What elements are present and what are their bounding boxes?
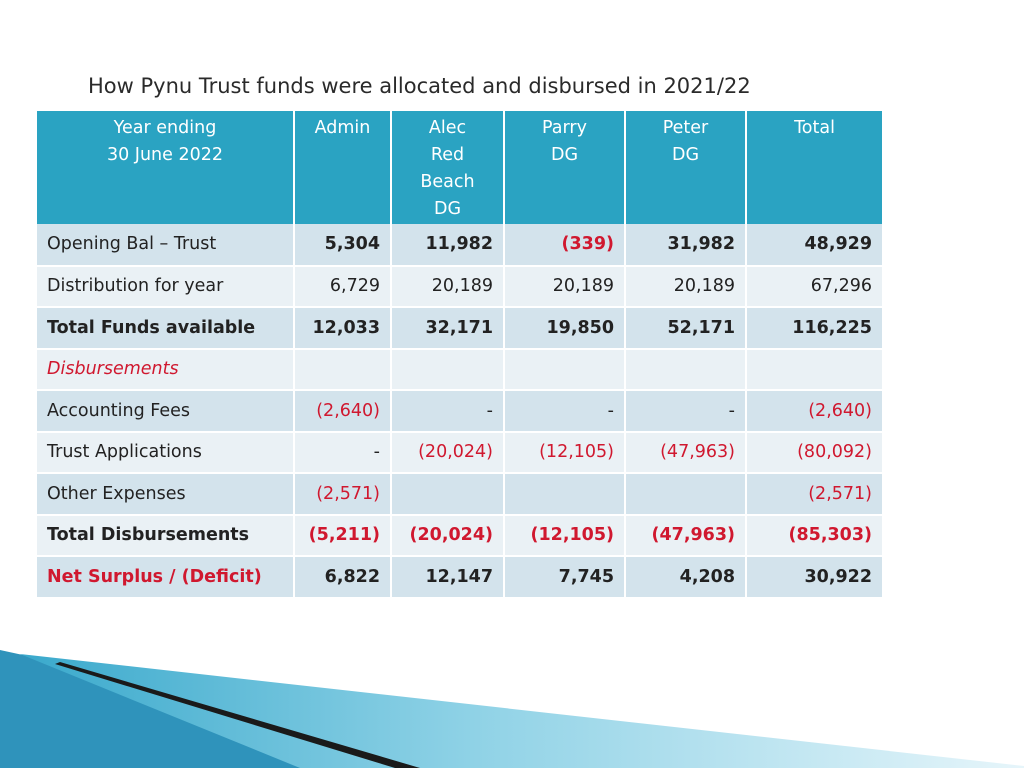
column-header-0: Year ending 30 June 2022 xyxy=(37,111,295,224)
value-cell: 12,033 xyxy=(294,307,392,350)
value-cell: (2,571) xyxy=(746,473,882,516)
table-row: Opening Bal – Trust 5,304 11,982 (339) 31,98… xyxy=(37,224,882,267)
value-cell: 19,850 xyxy=(504,307,626,350)
value-cell: (2,640) xyxy=(294,390,392,433)
table-row: Trust Applications - (20,024) (12,105) (47,9… xyxy=(37,431,882,474)
column-header-line: Peter xyxy=(662,118,709,138)
row-label: Opening Bal – Trust xyxy=(37,224,295,267)
column-header-5: Total xyxy=(746,111,882,224)
table-row: Disbursements xyxy=(37,348,882,391)
table-row: Accounting Fees (2,640) - - - (2,640) xyxy=(37,390,882,433)
value-cell: 20,189 xyxy=(625,265,747,308)
value-cell: (85,303) xyxy=(746,514,882,557)
column-header-1: Admin xyxy=(294,111,392,224)
value-cell: 52,171 xyxy=(625,307,747,350)
value-cell: - xyxy=(294,431,392,474)
value-cell: (20,024) xyxy=(391,514,505,557)
column-header-line: Parry xyxy=(542,118,587,138)
value-cell: (12,105) xyxy=(504,431,626,474)
value-cell xyxy=(625,348,747,391)
value-cell: 11,982 xyxy=(391,224,505,267)
row-label: Total Disbursements xyxy=(37,514,295,557)
value-cell: (12,105) xyxy=(504,514,626,557)
value-cell xyxy=(391,473,505,516)
row-label: Disbursements xyxy=(37,348,295,391)
value-cell: 30,922 xyxy=(746,556,882,599)
row-label: Total Funds available xyxy=(37,307,295,350)
value-cell: (47,963) xyxy=(625,514,747,557)
allocation-table: Year ending 30 June 2022 Admin Alec Red Beach… xyxy=(37,111,882,599)
column-header-line: Alec xyxy=(428,118,467,138)
column-header-line: DG xyxy=(433,199,462,219)
column-header-line: Red xyxy=(430,145,465,165)
value-cell: 67,296 xyxy=(746,265,882,308)
value-cell: 6,729 xyxy=(294,265,392,308)
value-cell: - xyxy=(391,390,505,433)
value-cell: 7,745 xyxy=(504,556,626,599)
column-header-line: Admin xyxy=(314,118,371,138)
value-cell: 4,208 xyxy=(625,556,747,599)
page-title: How Pynu Trust funds were allocated and … xyxy=(88,74,751,98)
value-cell: (20,024) xyxy=(391,431,505,474)
row-label: Accounting Fees xyxy=(37,390,295,433)
column-header-line: Year ending xyxy=(113,118,217,138)
value-cell: 116,225 xyxy=(746,307,882,350)
column-header-line: 30 June 2022 xyxy=(106,145,224,165)
column-header-line: Beach xyxy=(420,172,475,192)
value-cell xyxy=(625,473,747,516)
row-label: Net Surplus / (Deficit) xyxy=(37,556,295,599)
value-cell xyxy=(391,348,505,391)
value-cell: (47,963) xyxy=(625,431,747,474)
value-cell: 31,982 xyxy=(625,224,747,267)
value-cell: 5,304 xyxy=(294,224,392,267)
row-label: Trust Applications xyxy=(37,431,295,474)
value-cell: (2,571) xyxy=(294,473,392,516)
value-cell: (5,211) xyxy=(294,514,392,557)
decorative-swoosh xyxy=(0,650,1024,768)
table-row: Total Disbursements (5,211) (20,024) (12,10… xyxy=(37,514,882,557)
value-cell: (80,092) xyxy=(746,431,882,474)
value-cell: 12,147 xyxy=(391,556,505,599)
swoosh-light-blue xyxy=(20,654,1024,768)
value-cell xyxy=(504,473,626,516)
table-row: Other Expenses (2,571) (2,571) xyxy=(37,473,882,516)
column-header-line: DG xyxy=(550,145,579,165)
table-row: Net Surplus / (Deficit) 6,822 12,147 7,745 4… xyxy=(37,556,882,599)
value-cell: 48,929 xyxy=(746,224,882,267)
value-cell: (339) xyxy=(504,224,626,267)
table-header-row: Year ending 30 June 2022 Admin Alec Red Beach… xyxy=(37,111,882,224)
column-header-4: Peter DG xyxy=(625,111,747,224)
value-cell: - xyxy=(504,390,626,433)
value-cell: 6,822 xyxy=(294,556,392,599)
value-cell: 20,189 xyxy=(391,265,505,308)
value-cell: 32,171 xyxy=(391,307,505,350)
column-header-2: Alec Red Beach DG xyxy=(391,111,505,224)
value-cell: 20,189 xyxy=(504,265,626,308)
value-cell xyxy=(504,348,626,391)
row-label: Other Expenses xyxy=(37,473,295,516)
row-label: Distribution for year xyxy=(37,265,295,308)
table-row: Total Funds available 12,033 32,171 19,850 5… xyxy=(37,307,882,350)
column-header-line: Total xyxy=(794,118,835,138)
swoosh-black-line xyxy=(55,662,420,768)
table-row: Distribution for year 6,729 20,189 20,189 20… xyxy=(37,265,882,308)
value-cell xyxy=(294,348,392,391)
value-cell: (2,640) xyxy=(746,390,882,433)
value-cell xyxy=(746,348,882,391)
column-header-line: DG xyxy=(671,145,700,165)
column-header-3: Parry DG xyxy=(504,111,626,224)
value-cell: - xyxy=(625,390,747,433)
